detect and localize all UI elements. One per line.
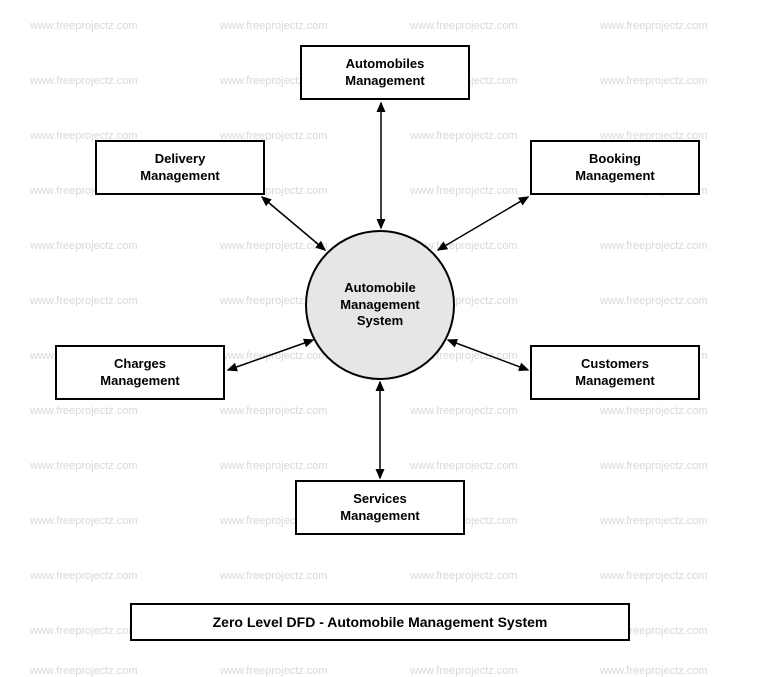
entity-booking: BookingManagement: [530, 140, 700, 195]
entity-automobiles: AutomobilesManagement: [300, 45, 470, 100]
diagram-title: Zero Level DFD - Automobile Management S…: [130, 603, 630, 641]
entity-customers: CustomersManagement: [530, 345, 700, 400]
entity-delivery: DeliveryManagement: [95, 140, 265, 195]
center-process: AutomobileManagementSystem: [305, 230, 455, 380]
entity-charges: ChargesManagement: [55, 345, 225, 400]
entity-services: ServicesManagement: [295, 480, 465, 535]
diagram-layer: AutomobileManagementSystem AutomobilesMan…: [0, 0, 764, 677]
